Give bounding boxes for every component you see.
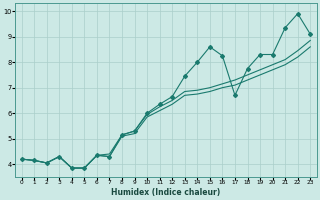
X-axis label: Humidex (Indice chaleur): Humidex (Indice chaleur) [111, 188, 220, 197]
